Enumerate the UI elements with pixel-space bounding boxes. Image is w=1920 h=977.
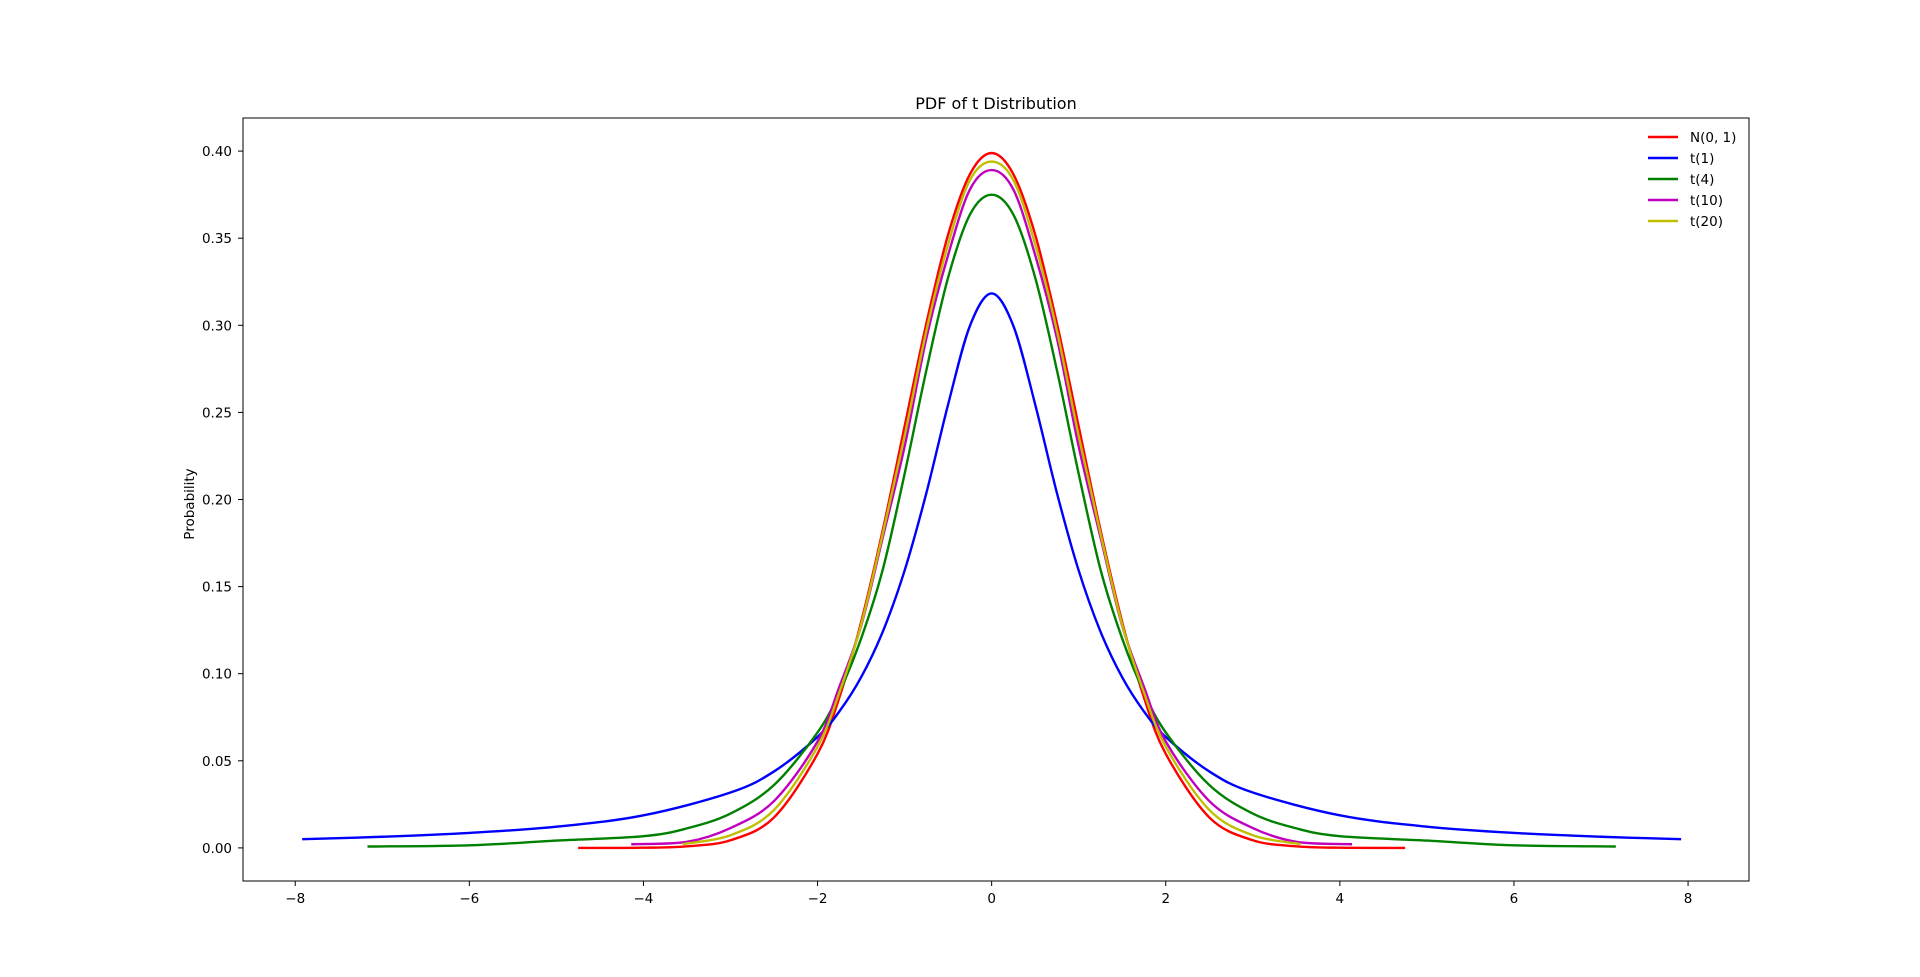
y-tick-label: 0.05 [202,754,232,770]
series-line-0 [578,151,1406,850]
x-tick-label: 2 [1161,891,1170,907]
y-tick-label: 0.00 [202,841,232,857]
x-tick-label: 8 [1684,891,1693,907]
legend-label: t(1) [1690,151,1714,167]
y-tick-label: 0.30 [202,318,232,334]
series-line-2 [367,193,1616,848]
x-tick-label: −6 [459,891,479,907]
chart-title: PDF of t Distribution [915,94,1076,113]
x-tick-label: −4 [633,891,653,907]
legend-label: t(4) [1690,172,1714,188]
y-tick-label: 0.25 [202,405,232,421]
y-tick-label: 0.20 [202,493,232,509]
series-line-3 [631,168,1353,846]
legend: N(0, 1) t(1) t(4) t(10) t(20) [1648,130,1736,230]
y-axis-ticks: 0.00 0.05 0.10 0.15 0.20 0.25 0.30 0.35 0.40 [202,144,243,857]
y-tick-label: 0.10 [202,667,232,683]
y-tick-label: 0.15 [202,580,232,596]
x-tick-label: 0 [987,891,996,907]
legend-label: t(20) [1690,214,1723,230]
plot-area-frame [242,117,1750,882]
y-tick-label: 0.35 [202,231,232,247]
x-tick-label: −2 [808,891,828,907]
legend-label: t(10) [1690,193,1723,209]
y-tick-label: 0.40 [202,144,232,160]
series-layer [302,151,1682,850]
x-tick-label: −8 [285,891,305,907]
x-axis-ticks: −8 −6 −4 −2 0 2 4 6 8 [285,881,1692,907]
x-tick-label: 4 [1336,891,1345,907]
x-tick-label: 6 [1510,891,1519,907]
series-line-1 [302,292,1682,841]
series-line-4 [682,160,1301,846]
legend-label: N(0, 1) [1690,130,1736,146]
y-axis-label: Probability [182,468,198,539]
